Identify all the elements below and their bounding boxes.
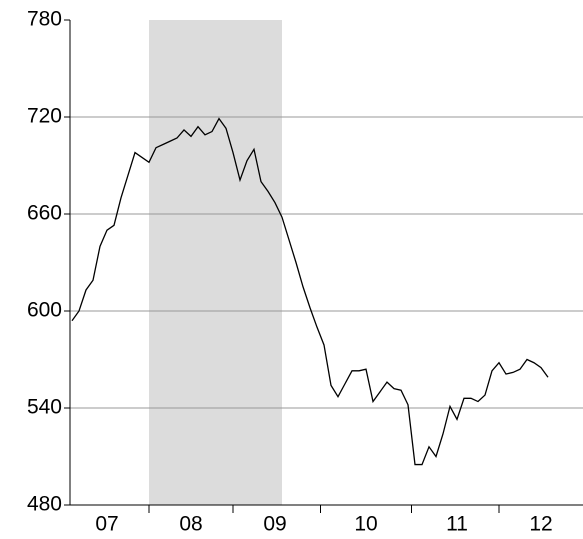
- y-tick-label: 660: [27, 202, 62, 225]
- x-tick-label: 10: [354, 513, 377, 536]
- y-tick-label: 540: [27, 396, 62, 419]
- y-tick-label: 780: [27, 8, 62, 31]
- y-tick-label: 720: [27, 105, 62, 128]
- x-tick-label: 07: [95, 513, 118, 536]
- x-tick-label: 11: [446, 513, 468, 536]
- shaded-region: [149, 20, 282, 505]
- y-tick-label: 480: [27, 493, 62, 516]
- data-line: [71, 117, 549, 466]
- y-tick-label: 600: [27, 299, 62, 322]
- x-tick-label: 12: [529, 513, 552, 536]
- x-tick-label: 08: [179, 513, 202, 536]
- x-tick-label: 09: [263, 513, 286, 536]
